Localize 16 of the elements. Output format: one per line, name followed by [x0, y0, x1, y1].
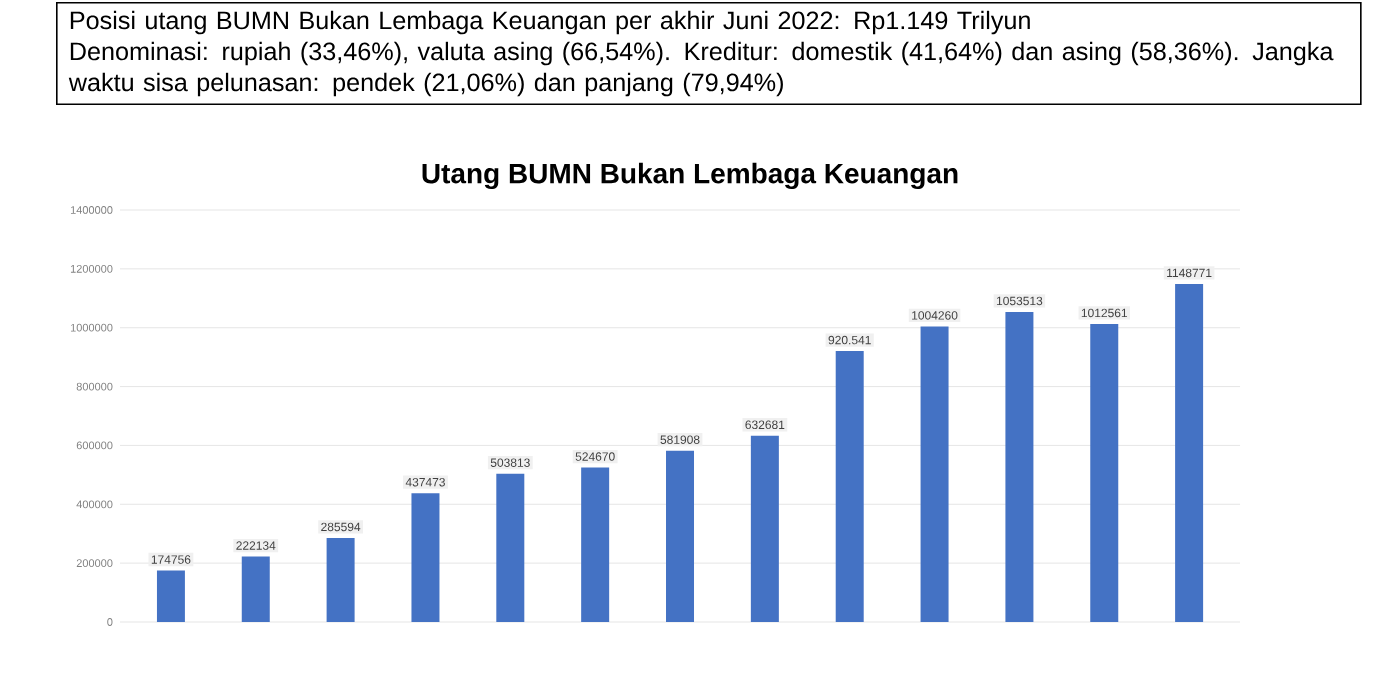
bar	[750, 435, 779, 622]
bar	[326, 537, 355, 622]
bar	[1175, 283, 1204, 622]
text: Posisi utang BUMN Bukan Lembaga Keuangan per akhir Juni 2022: Rp1.149 Trilyun	[70, 10, 1030, 35]
bar	[835, 351, 864, 622]
bar	[241, 556, 270, 622]
chart-title: Utang BUMN Bukan Lembaga Keuangan	[422, 162, 958, 190]
bar	[411, 493, 440, 622]
bar	[496, 473, 525, 622]
bar	[581, 467, 610, 622]
bar	[666, 450, 695, 622]
bar	[920, 326, 949, 622]
text: Denominasi: rupiah (33,46%), valuta asing (66,54%). Kreditur: domestik (41,64%) dan asing (58,36%). Jangka waktu sisa pelunasan: pendek (21,06%) dan panjang (79,94%)	[68, 41, 1334, 97]
bar	[1005, 311, 1034, 622]
bar	[1090, 324, 1119, 622]
bar	[156, 570, 185, 622]
